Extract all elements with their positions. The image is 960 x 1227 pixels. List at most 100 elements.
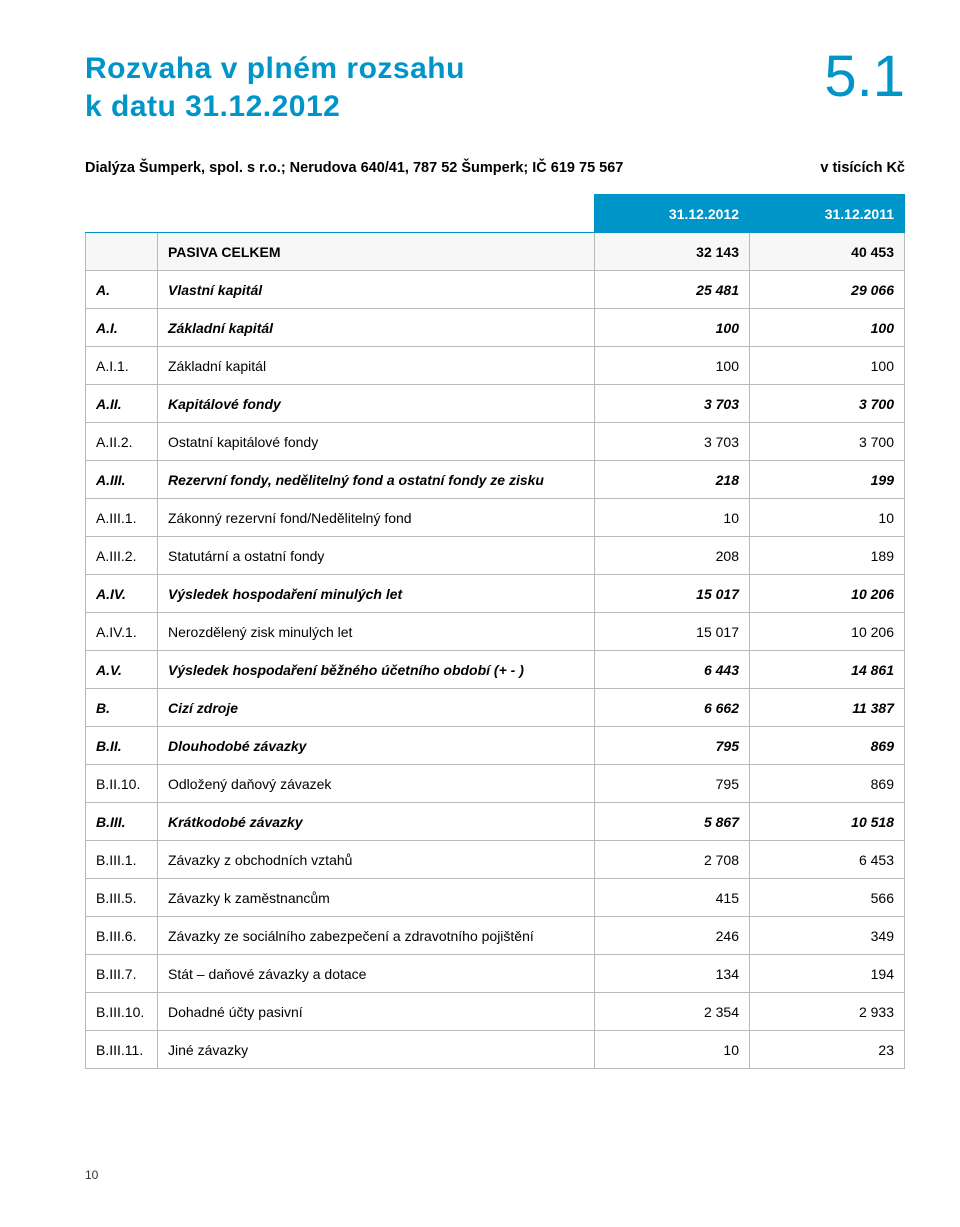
row-label: Závazky ze sociálního zabezpečení a zdra… — [158, 917, 595, 955]
row-label: Krátkodobé závazky — [158, 803, 595, 841]
table-row: A.II.Kapitálové fondy3 7033 700 — [86, 385, 905, 423]
unit-label: v tisících Kč — [820, 160, 905, 176]
row-label: Nerozdělený zisk minulých let — [158, 613, 595, 651]
row-value-1: 218 — [595, 461, 750, 499]
row-value-1: 134 — [595, 955, 750, 993]
row-code: B.III.10. — [86, 993, 158, 1031]
row-label: Kapitálové fondy — [158, 385, 595, 423]
row-label: Dohadné účty pasivní — [158, 993, 595, 1031]
row-code: A.III.2. — [86, 537, 158, 575]
row-label: Vlastní kapitál — [158, 271, 595, 309]
section-number: 5.1 — [824, 48, 905, 106]
row-code: A.II. — [86, 385, 158, 423]
row-value-2: 29 066 — [750, 271, 905, 309]
company-info: Dialýza Šumperk, spol. s r.o.; Nerudova … — [85, 160, 623, 176]
row-value-2: 2 933 — [750, 993, 905, 1031]
row-code: B.III.6. — [86, 917, 158, 955]
row-value-2: 349 — [750, 917, 905, 955]
row-code: A.I.1. — [86, 347, 158, 385]
table-row: B.III.11.Jiné závazky1023 — [86, 1031, 905, 1069]
row-value-2: 23 — [750, 1031, 905, 1069]
row-value-2: 3 700 — [750, 385, 905, 423]
row-value-1: 795 — [595, 727, 750, 765]
row-value-1: 5 867 — [595, 803, 750, 841]
table-row: B.III.1.Závazky z obchodních vztahů2 708… — [86, 841, 905, 879]
row-code: A.IV. — [86, 575, 158, 613]
row-label: Výsledek hospodaření běžného účetního ob… — [158, 651, 595, 689]
row-label: PASIVA CELKEM — [158, 233, 595, 271]
row-label: Rezervní fondy, nedělitelný fond a ostat… — [158, 461, 595, 499]
table-row: B.Cizí zdroje6 66211 387 — [86, 689, 905, 727]
row-value-2: 199 — [750, 461, 905, 499]
header-empty2 — [158, 195, 595, 233]
row-label: Ostatní kapitálové fondy — [158, 423, 595, 461]
row-label: Statutární a ostatní fondy — [158, 537, 595, 575]
table-row: A.III.Rezervní fondy, nedělitelný fond a… — [86, 461, 905, 499]
row-value-1: 2 354 — [595, 993, 750, 1031]
row-label: Závazky k zaměstnancům — [158, 879, 595, 917]
row-code: A.III.1. — [86, 499, 158, 537]
table-row: B.II.10.Odložený daňový závazek795869 — [86, 765, 905, 803]
row-value-1: 100 — [595, 347, 750, 385]
row-value-1: 795 — [595, 765, 750, 803]
row-label: Základní kapitál — [158, 309, 595, 347]
row-label: Cizí zdroje — [158, 689, 595, 727]
row-value-1: 25 481 — [595, 271, 750, 309]
table-row: A.V.Výsledek hospodaření běžného účetníh… — [86, 651, 905, 689]
row-value-2: 14 861 — [750, 651, 905, 689]
row-code: B.III. — [86, 803, 158, 841]
row-code: A.I. — [86, 309, 158, 347]
row-value-1: 100 — [595, 309, 750, 347]
row-value-2: 100 — [750, 309, 905, 347]
row-value-2: 10 206 — [750, 575, 905, 613]
row-code — [86, 233, 158, 271]
row-value-1: 246 — [595, 917, 750, 955]
table-row: A.III.1.Zákonný rezervní fond/Neděliteln… — [86, 499, 905, 537]
header-year1: 31.12.2012 — [595, 195, 750, 233]
row-value-2: 10 518 — [750, 803, 905, 841]
row-code: A. — [86, 271, 158, 309]
row-value-1: 2 708 — [595, 841, 750, 879]
row-code: B.II. — [86, 727, 158, 765]
row-value-2: 100 — [750, 347, 905, 385]
row-label: Výsledek hospodaření minulých let — [158, 575, 595, 613]
table-row: B.II.Dlouhodobé závazky795869 — [86, 727, 905, 765]
row-value-2: 40 453 — [750, 233, 905, 271]
row-value-1: 10 — [595, 499, 750, 537]
row-value-1: 6 662 — [595, 689, 750, 727]
row-value-1: 208 — [595, 537, 750, 575]
row-code: A.III. — [86, 461, 158, 499]
row-value-2: 10 — [750, 499, 905, 537]
row-code: B.III.5. — [86, 879, 158, 917]
table-row: A.II.2.Ostatní kapitálové fondy3 7033 70… — [86, 423, 905, 461]
row-value-1: 6 443 — [595, 651, 750, 689]
table-row: A.Vlastní kapitál25 48129 066 — [86, 271, 905, 309]
subheader: Dialýza Šumperk, spol. s r.o.; Nerudova … — [85, 160, 905, 176]
row-code: B.III.1. — [86, 841, 158, 879]
row-value-2: 189 — [750, 537, 905, 575]
row-value-2: 566 — [750, 879, 905, 917]
row-code: A.II.2. — [86, 423, 158, 461]
row-value-1: 15 017 — [595, 613, 750, 651]
row-code: B.III.7. — [86, 955, 158, 993]
row-value-2: 3 700 — [750, 423, 905, 461]
row-code: A.V. — [86, 651, 158, 689]
title-line1: Rozvaha v plném rozsahu — [85, 50, 465, 88]
page-number: 10 — [85, 1168, 98, 1182]
row-label: Základní kapitál — [158, 347, 595, 385]
table-row: A.I.1.Základní kapitál100100 — [86, 347, 905, 385]
header-empty1 — [86, 195, 158, 233]
table-row: B.III.6.Závazky ze sociálního zabezpečen… — [86, 917, 905, 955]
row-value-2: 10 206 — [750, 613, 905, 651]
page-title: Rozvaha v plném rozsahu k datu 31.12.201… — [85, 50, 465, 125]
title-line2: k datu 31.12.2012 — [85, 88, 465, 126]
row-code: B.II.10. — [86, 765, 158, 803]
header-year2: 31.12.2011 — [750, 195, 905, 233]
table-row: A.III.2.Statutární a ostatní fondy208189 — [86, 537, 905, 575]
row-value-1: 32 143 — [595, 233, 750, 271]
row-value-2: 194 — [750, 955, 905, 993]
row-value-2: 869 — [750, 727, 905, 765]
table-row: A.IV.1.Nerozdělený zisk minulých let15 0… — [86, 613, 905, 651]
row-value-1: 415 — [595, 879, 750, 917]
row-label: Zákonný rezervní fond/Nedělitelný fond — [158, 499, 595, 537]
